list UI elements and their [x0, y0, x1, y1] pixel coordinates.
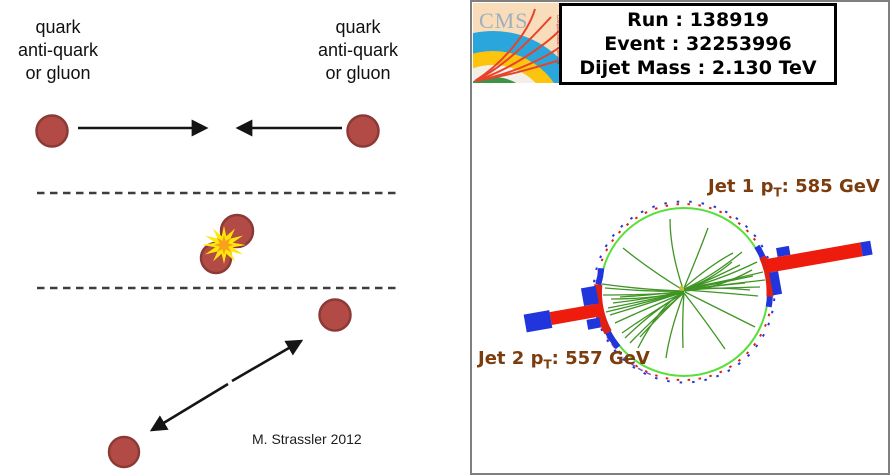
arrow-outgoing-down [149, 382, 229, 432]
jet1-hcal-arc-upper [754, 244, 766, 259]
particle-track [682, 292, 685, 349]
event-display-panel: CMS Compact Muon Solenoid Run : 138919 E… [470, 0, 890, 475]
particle-track [683, 287, 751, 291]
particle-tracks [601, 218, 766, 359]
jet1-label-value: : 585 GeV [781, 176, 880, 197]
dijet-mass: Dijet Mass : 2.130 TeV [579, 57, 817, 79]
event-number: Event : 32253996 [604, 33, 792, 55]
cms-logo-tracks [474, 8, 561, 82]
jet2-hcal-block-bottom [580, 285, 599, 307]
particle-track [610, 291, 685, 300]
particle-track [683, 289, 759, 297]
jet1-hcal-arc-lower [765, 296, 773, 308]
particle-track [683, 292, 726, 350]
jet1-label-prefix: Jet 1 p [708, 176, 774, 197]
cms-logo-tagline: Compact Muon Solenoid [556, 15, 561, 65]
jet1-blue-cap [860, 240, 873, 257]
particle-track [683, 227, 709, 289]
jet2-label-prefix: Jet 2 p [478, 348, 544, 369]
particle-track [665, 292, 685, 359]
jet2-red-bar [549, 303, 604, 325]
jet2-label-value: : 557 GeV [551, 348, 650, 369]
particle-track [622, 247, 684, 291]
jet1-ecal-arc [759, 255, 774, 297]
particle-track [685, 271, 764, 289]
particle-track [624, 292, 685, 339]
jet2-label-subscript: T [543, 357, 552, 372]
particle-track [602, 291, 685, 296]
incoming-left-label-line1: quark [35, 17, 81, 37]
jet1-label: Jet 1 pT: 585 GeV [708, 176, 880, 200]
particle-track [683, 269, 753, 292]
particle-track [684, 291, 756, 328]
jet1-hcal-block-top [776, 245, 791, 258]
incoming-left-label: quark anti-quark or gluon [8, 16, 108, 85]
jet2-hcal-arc-lower [605, 330, 621, 350]
arrow-outgoing-up [231, 339, 304, 383]
jet1-hcal-block-bottom [769, 271, 783, 296]
incoming-particle-left [35, 114, 69, 148]
particle-track [684, 252, 734, 288]
particle-track [601, 283, 684, 292]
incoming-left-label-line3: or gluon [25, 63, 91, 83]
cms-logo-wordmark: CMS [479, 8, 528, 33]
outgoing-particle-upper [318, 298, 352, 332]
explosion-core-icon [214, 235, 234, 255]
particle-track [669, 218, 684, 290]
credit-text: M. Strassler 2012 [252, 431, 362, 447]
jet1-red-bar [765, 242, 863, 273]
cms-logo: CMS Compact Muon Solenoid [473, 3, 561, 83]
collision-cartoon [35, 114, 396, 469]
event-info-box: Run : 138919 Event : 32253996 Dijet Mass… [559, 3, 837, 85]
incoming-right-label-line2: anti-quark [317, 40, 399, 60]
event-display [523, 200, 873, 384]
particle-track [639, 292, 684, 338]
jet1-label-subscript: T [773, 185, 782, 200]
incoming-particle-right [346, 114, 380, 148]
run-number: Run : 138919 [627, 9, 769, 31]
incoming-right-label-line1: quark [335, 17, 381, 37]
particle-track [637, 291, 684, 349]
primary-vertex-dot [679, 286, 684, 291]
jet2-energy-bars [523, 267, 621, 350]
outgoing-particle-lower [107, 435, 141, 469]
incoming-left-label-line2: anti-quark [17, 40, 99, 60]
incoming-right-label: quark anti-quark or gluon [308, 16, 408, 85]
jet2-hcal-block-top [586, 317, 602, 330]
particle-track [683, 251, 743, 290]
jet2-label: Jet 2 pT: 557 GeV [478, 348, 650, 372]
incoming-right-label-line3: or gluon [325, 63, 391, 83]
jet1-energy-bars [754, 240, 873, 308]
jet2-blue-cap [523, 310, 553, 333]
jet2-hcal-arc-upper [595, 267, 605, 286]
collision-explosion [199, 213, 255, 275]
